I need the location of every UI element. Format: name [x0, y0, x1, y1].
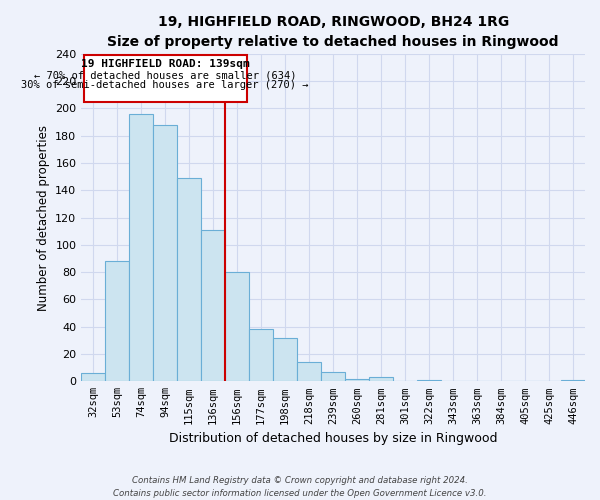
Text: 30% of semi-detached houses are larger (270) →: 30% of semi-detached houses are larger (…	[22, 80, 309, 90]
Bar	[321, 372, 345, 382]
FancyBboxPatch shape	[83, 55, 247, 102]
Y-axis label: Number of detached properties: Number of detached properties	[37, 124, 50, 310]
X-axis label: Distribution of detached houses by size in Ringwood: Distribution of detached houses by size …	[169, 432, 497, 445]
Bar	[297, 362, 321, 382]
Bar	[249, 330, 273, 382]
Bar	[369, 377, 393, 382]
Bar	[129, 114, 153, 382]
Bar	[81, 373, 105, 382]
Bar	[561, 380, 585, 382]
Text: ← 70% of detached houses are smaller (634): ← 70% of detached houses are smaller (63…	[34, 70, 296, 80]
Bar	[153, 125, 177, 382]
Bar	[177, 178, 201, 382]
Bar	[417, 380, 441, 382]
Title: 19, HIGHFIELD ROAD, RINGWOOD, BH24 1RG
Size of property relative to detached hou: 19, HIGHFIELD ROAD, RINGWOOD, BH24 1RG S…	[107, 15, 559, 48]
Bar	[345, 378, 369, 382]
Text: 19 HIGHFIELD ROAD: 139sqm: 19 HIGHFIELD ROAD: 139sqm	[81, 60, 250, 70]
Bar	[225, 272, 249, 382]
Text: Contains HM Land Registry data © Crown copyright and database right 2024.
Contai: Contains HM Land Registry data © Crown c…	[113, 476, 487, 498]
Bar	[201, 230, 225, 382]
Bar	[273, 338, 297, 382]
Bar	[105, 261, 129, 382]
